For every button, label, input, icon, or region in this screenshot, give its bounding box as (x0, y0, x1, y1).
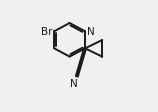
Text: Br: Br (41, 27, 52, 37)
Text: N: N (87, 27, 95, 37)
Text: N: N (70, 78, 78, 88)
